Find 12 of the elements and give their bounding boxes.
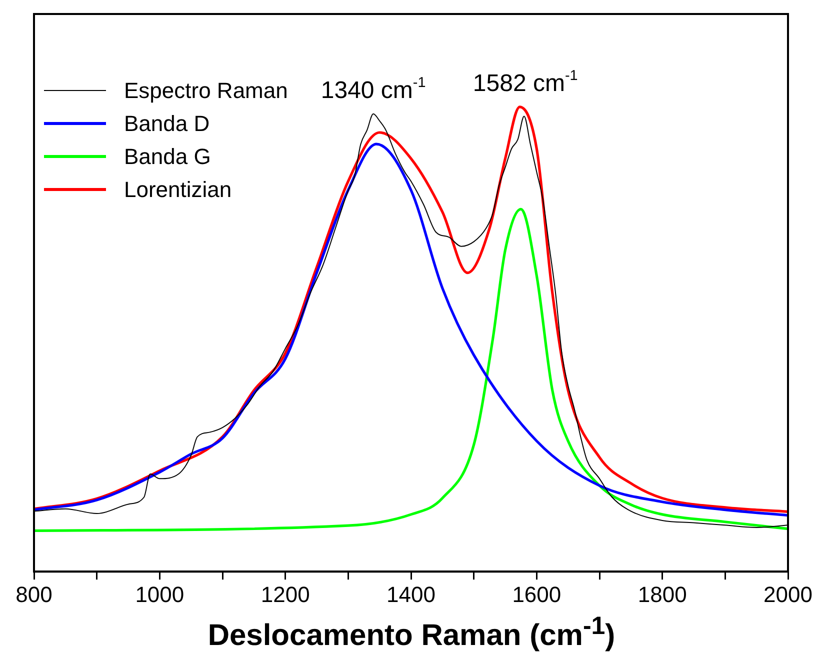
x-tick-label: 2000 bbox=[764, 582, 812, 607]
legend-label: Espectro Raman bbox=[124, 77, 288, 105]
legend-label: Banda D bbox=[124, 110, 210, 138]
x-tick-label: 1400 bbox=[386, 582, 436, 607]
x-tick-label: 1200 bbox=[260, 582, 310, 607]
x-tick-label: 800 bbox=[16, 582, 52, 607]
legend-label: Banda G bbox=[124, 143, 211, 171]
x-axis-title: Deslocamento Raman (cm$^{-1}$) bbox=[206, 612, 616, 653]
legend-label: Lorentizian bbox=[124, 176, 232, 204]
x-tick-label: 1800 bbox=[638, 582, 687, 607]
x-tick-label: 1600 bbox=[512, 582, 562, 607]
x-tick-label: 1000 bbox=[135, 582, 184, 607]
